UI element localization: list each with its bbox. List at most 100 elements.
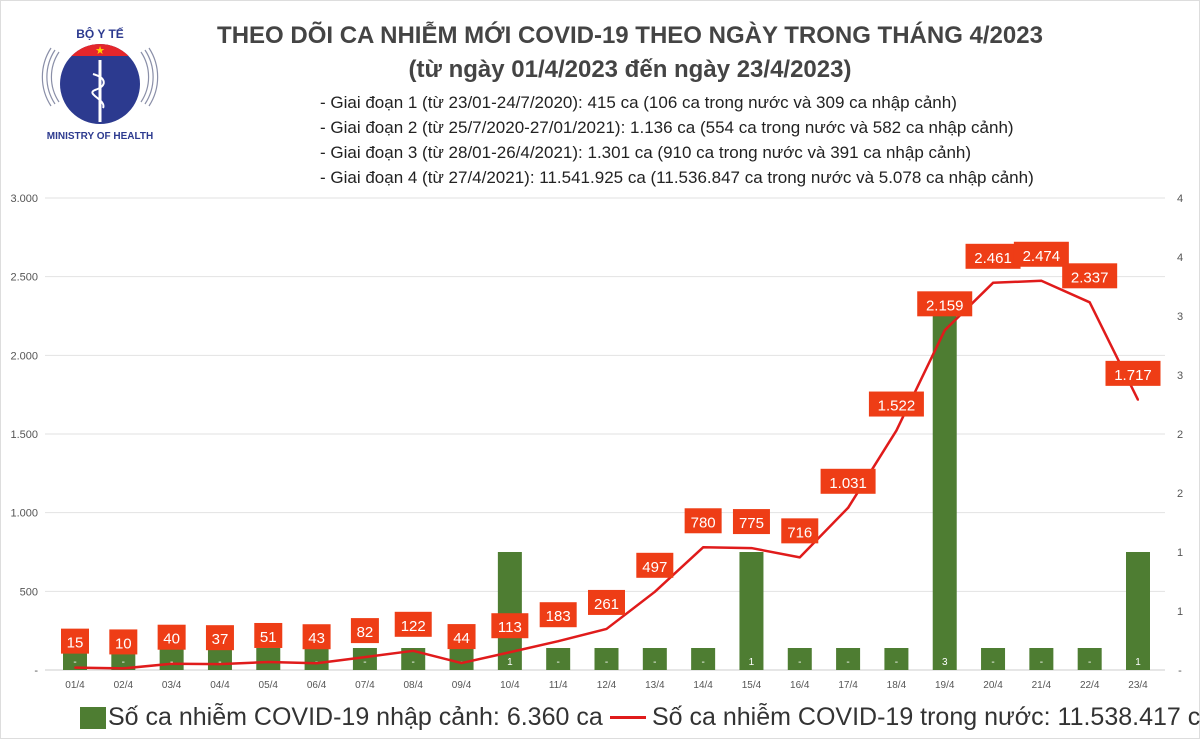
- legend-bar: Số ca nhiễm COVID-19 nhập cảnh: 6.360 ca: [80, 703, 603, 732]
- bar-value-label: 1: [1135, 657, 1141, 668]
- bar-value-label: -: [73, 657, 76, 668]
- line-value-box: [157, 624, 186, 650]
- domestic-point: [605, 627, 608, 630]
- right-tick-label: 3: [1177, 370, 1183, 382]
- line-value-label: 15: [67, 635, 84, 652]
- bar-value-label: 3: [942, 657, 948, 668]
- right-tick-label: -: [1178, 665, 1182, 677]
- line-value-box: [109, 629, 138, 655]
- import-bar: [932, 316, 957, 670]
- import-bar: [836, 648, 861, 670]
- bar-value-label: -: [653, 657, 656, 668]
- line-value-box: [732, 509, 770, 535]
- x-tick-label: 04/4: [210, 680, 230, 691]
- line-value-box: [350, 618, 379, 644]
- left-tick-label: 1.500: [10, 429, 38, 441]
- line-value-box: [684, 508, 722, 534]
- chart-title: THEO DÕI CA NHIỄM MỚI COVID-19 THEO NGÀY…: [217, 22, 1043, 49]
- line-value-label: 10: [115, 635, 132, 652]
- domestic-point: [363, 656, 366, 659]
- line-value-box: [820, 468, 876, 494]
- import-bar: [1029, 648, 1054, 670]
- line-value-label: 2.337: [1071, 269, 1109, 286]
- right-tick-label: 4: [1177, 193, 1183, 205]
- line-value-box: [1013, 241, 1069, 267]
- bar-value-label: -: [895, 657, 898, 668]
- import-bar: [787, 648, 812, 670]
- line-value-box: [1105, 360, 1161, 386]
- line-value-box: [588, 589, 625, 615]
- right-tick-label: 4: [1177, 252, 1183, 264]
- domestic-point: [798, 556, 801, 559]
- line-value-label: 43: [308, 630, 325, 647]
- legend-bar-label: Số ca nhiễm COVID-19 nhập cảnh: 6.360 ca: [108, 703, 603, 731]
- bar-value-label: -: [798, 657, 801, 668]
- x-tick-label: 05/4: [259, 680, 279, 691]
- line-value-label: 51: [260, 629, 277, 646]
- x-tick-label: 18/4: [887, 680, 907, 691]
- bar-value-label: -: [122, 657, 125, 668]
- line-value-label: 44: [453, 630, 470, 647]
- line-value-label: 716: [787, 524, 812, 541]
- domestic-point: [557, 640, 560, 643]
- line-value-label: 122: [401, 618, 426, 635]
- right-tick-label: 1: [1177, 606, 1183, 618]
- bar-value-label: -: [363, 657, 366, 668]
- left-tick-label: -: [34, 665, 38, 677]
- line-value-box: [636, 552, 674, 578]
- bar-value-label: 1: [507, 657, 513, 668]
- x-tick-label: 11/4: [549, 680, 568, 691]
- line-value-label: 1.717: [1114, 367, 1152, 384]
- domestic-point: [218, 663, 221, 666]
- line-value-label: 183: [546, 608, 571, 625]
- bar-value-label: -: [701, 657, 704, 668]
- bar-value-label: -: [991, 657, 994, 668]
- x-tick-label: 06/4: [307, 680, 327, 691]
- left-tick-label: 2.500: [10, 272, 38, 284]
- ministry-of-health-logo: ★ BỘ Y TẾ MINISTRY OF HEALTH: [41, 26, 159, 142]
- right-tick-label: 2: [1177, 488, 1183, 500]
- line-value-box: [917, 291, 973, 317]
- phase-1: - Giai đoạn 1 (từ 23/01-24/7/2020): 415 …: [320, 93, 957, 112]
- bar-value-label: -: [557, 657, 560, 668]
- x-tick-label: 14/4: [693, 680, 713, 691]
- domestic-point: [508, 651, 511, 654]
- line-value-label: 780: [691, 514, 716, 531]
- import-bar: [256, 648, 281, 670]
- line-value-box: [868, 391, 924, 417]
- import-bar: [352, 648, 377, 670]
- bar-value-label: -: [1088, 657, 1091, 668]
- domestic-point: [412, 649, 415, 652]
- line-value-box: [61, 628, 89, 654]
- domestic-point: [702, 546, 705, 549]
- line-value-label: 113: [498, 619, 522, 636]
- bar-value-label: -: [605, 657, 608, 668]
- line-value-box: [965, 243, 1021, 269]
- x-tick-label: 19/4: [935, 680, 955, 691]
- line-value-box: [447, 624, 476, 650]
- domestic-point: [750, 547, 753, 550]
- x-tick-label: 17/4: [838, 680, 858, 691]
- x-tick-label: 16/4: [790, 680, 810, 691]
- svg-text:★: ★: [95, 45, 105, 57]
- domestic-point: [992, 281, 995, 284]
- line-value-box: [491, 613, 529, 639]
- bar-value-label: -: [846, 657, 849, 668]
- left-tick-label: 2.000: [10, 350, 38, 362]
- domestic-point: [1088, 301, 1091, 304]
- domestic-point: [1040, 279, 1043, 282]
- domestic-point: [460, 662, 463, 665]
- domestic-point: [895, 429, 898, 432]
- import-bar: [642, 648, 667, 670]
- phase-3: - Giai đoạn 3 (từ 28/01-26/4/2021): 1.30…: [320, 143, 972, 162]
- import-bar: [1126, 552, 1150, 670]
- bar-value-label: 1: [749, 657, 755, 668]
- bar-value-label: -: [1040, 657, 1043, 668]
- left-tick-label: 500: [20, 586, 38, 598]
- legend-line-swatch: [610, 716, 646, 719]
- logo-bottom-text: MINISTRY OF HEALTH: [47, 131, 153, 142]
- left-tick-label: 3.000: [10, 193, 38, 205]
- x-tick-label: 10/4: [500, 680, 520, 691]
- x-tick-label: 13/4: [645, 680, 665, 691]
